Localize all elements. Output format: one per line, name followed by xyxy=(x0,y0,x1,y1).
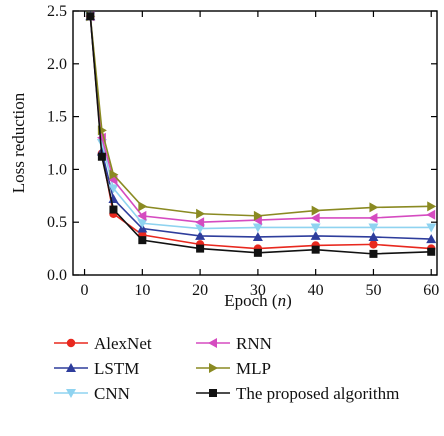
legend-marker-cnn xyxy=(66,389,76,398)
series-line-rnn xyxy=(89,16,432,224)
plot-frame xyxy=(72,10,438,276)
data-point-mlp xyxy=(138,201,148,212)
data-point-rnn xyxy=(310,212,320,223)
x-tick-label: 60 xyxy=(423,282,439,299)
data-point-cnn xyxy=(108,184,119,194)
data-point-rnn xyxy=(426,209,436,220)
data-point-the-proposed-algorithm xyxy=(369,249,378,258)
data-point-the-proposed-algorithm xyxy=(253,248,262,257)
x-axis-label-close: ) xyxy=(286,291,292,310)
legend-label-lstm: LSTM xyxy=(94,359,139,378)
data-point-the-proposed-algorithm xyxy=(97,152,106,161)
x-tick-label: 40 xyxy=(308,282,324,299)
data-point-mlp xyxy=(369,202,379,213)
y-tick-label: 1.0 xyxy=(47,161,67,178)
data-point-lstm xyxy=(310,230,321,240)
data-point-the-proposed-algorithm xyxy=(109,205,118,214)
legend-label-cnn: CNN xyxy=(94,384,130,403)
data-point-lstm xyxy=(252,231,263,241)
x-tick-label: 30 xyxy=(250,282,266,299)
data-point-cnn xyxy=(252,223,263,233)
data-point-the-proposed-algorithm xyxy=(196,244,205,253)
legend-label-alexnet: AlexNet xyxy=(94,334,152,353)
data-point-cnn xyxy=(137,219,148,229)
y-axis-label: Loss reduction xyxy=(9,92,28,193)
legend: AlexNet LSTM CNN RNN MLP The proposed algorit… xyxy=(54,334,399,403)
data-point-the-proposed-algorithm xyxy=(311,245,320,254)
x-tick-label: 20 xyxy=(192,282,208,299)
data-point-rnn xyxy=(195,217,205,228)
data-point-lstm xyxy=(195,230,206,240)
data-point-cnn xyxy=(310,223,321,233)
x-tick-label: 10 xyxy=(134,282,150,299)
x-axis-label-main: Epoch ( xyxy=(224,291,278,310)
y-tick-label: 1.5 xyxy=(47,109,67,126)
x-axis-label-variable: n xyxy=(278,291,287,310)
data-point-rnn xyxy=(137,210,147,221)
data-point-cnn xyxy=(368,223,379,233)
legend-label-rnn: RNN xyxy=(236,334,272,353)
legend-marker-lstm xyxy=(66,363,76,372)
data-point-lstm xyxy=(368,231,379,241)
data-point-lstm xyxy=(426,234,437,244)
plot-layer: 0 10 20 30 40 50 60 0.0 0.5 1.0 1.5 2.0 2.5 xyxy=(47,3,439,299)
legend-marker-rnn xyxy=(208,338,217,348)
legend-marker-alexnet xyxy=(66,338,76,348)
data-point-mlp xyxy=(311,205,321,216)
series-line-mlp xyxy=(89,16,432,217)
legend-label-mlp: MLP xyxy=(236,359,271,378)
data-point-cnn xyxy=(195,224,206,234)
legend-label-the-proposed-algorithm: The proposed algorithm xyxy=(236,384,399,403)
data-point-cnn xyxy=(426,223,437,233)
data-point-mlp xyxy=(427,201,437,212)
x-tick-label: 50 xyxy=(365,282,381,299)
x-tick-label: 0 xyxy=(81,282,89,299)
y-tick-label: 2.5 xyxy=(47,3,67,20)
data-point-the-proposed-algorithm xyxy=(138,236,147,245)
data-point-rnn xyxy=(368,212,378,223)
y-tick-label: 2.0 xyxy=(47,56,67,73)
data-point-alexnet xyxy=(369,240,378,249)
data-point-mlp xyxy=(196,208,206,219)
x-axis-label: Epoch (n) xyxy=(224,291,292,310)
series-line-cnn xyxy=(89,16,432,230)
y-tick-label: 0.0 xyxy=(47,267,67,284)
legend-marker-the-proposed-algorithm xyxy=(209,389,217,397)
data-point-the-proposed-algorithm xyxy=(86,12,95,21)
y-tick-label: 0.5 xyxy=(47,214,67,231)
data-point-the-proposed-algorithm xyxy=(427,247,436,256)
data-point-mlp xyxy=(109,169,119,180)
legend-marker-mlp xyxy=(209,363,218,373)
data-point-mlp xyxy=(253,210,263,221)
